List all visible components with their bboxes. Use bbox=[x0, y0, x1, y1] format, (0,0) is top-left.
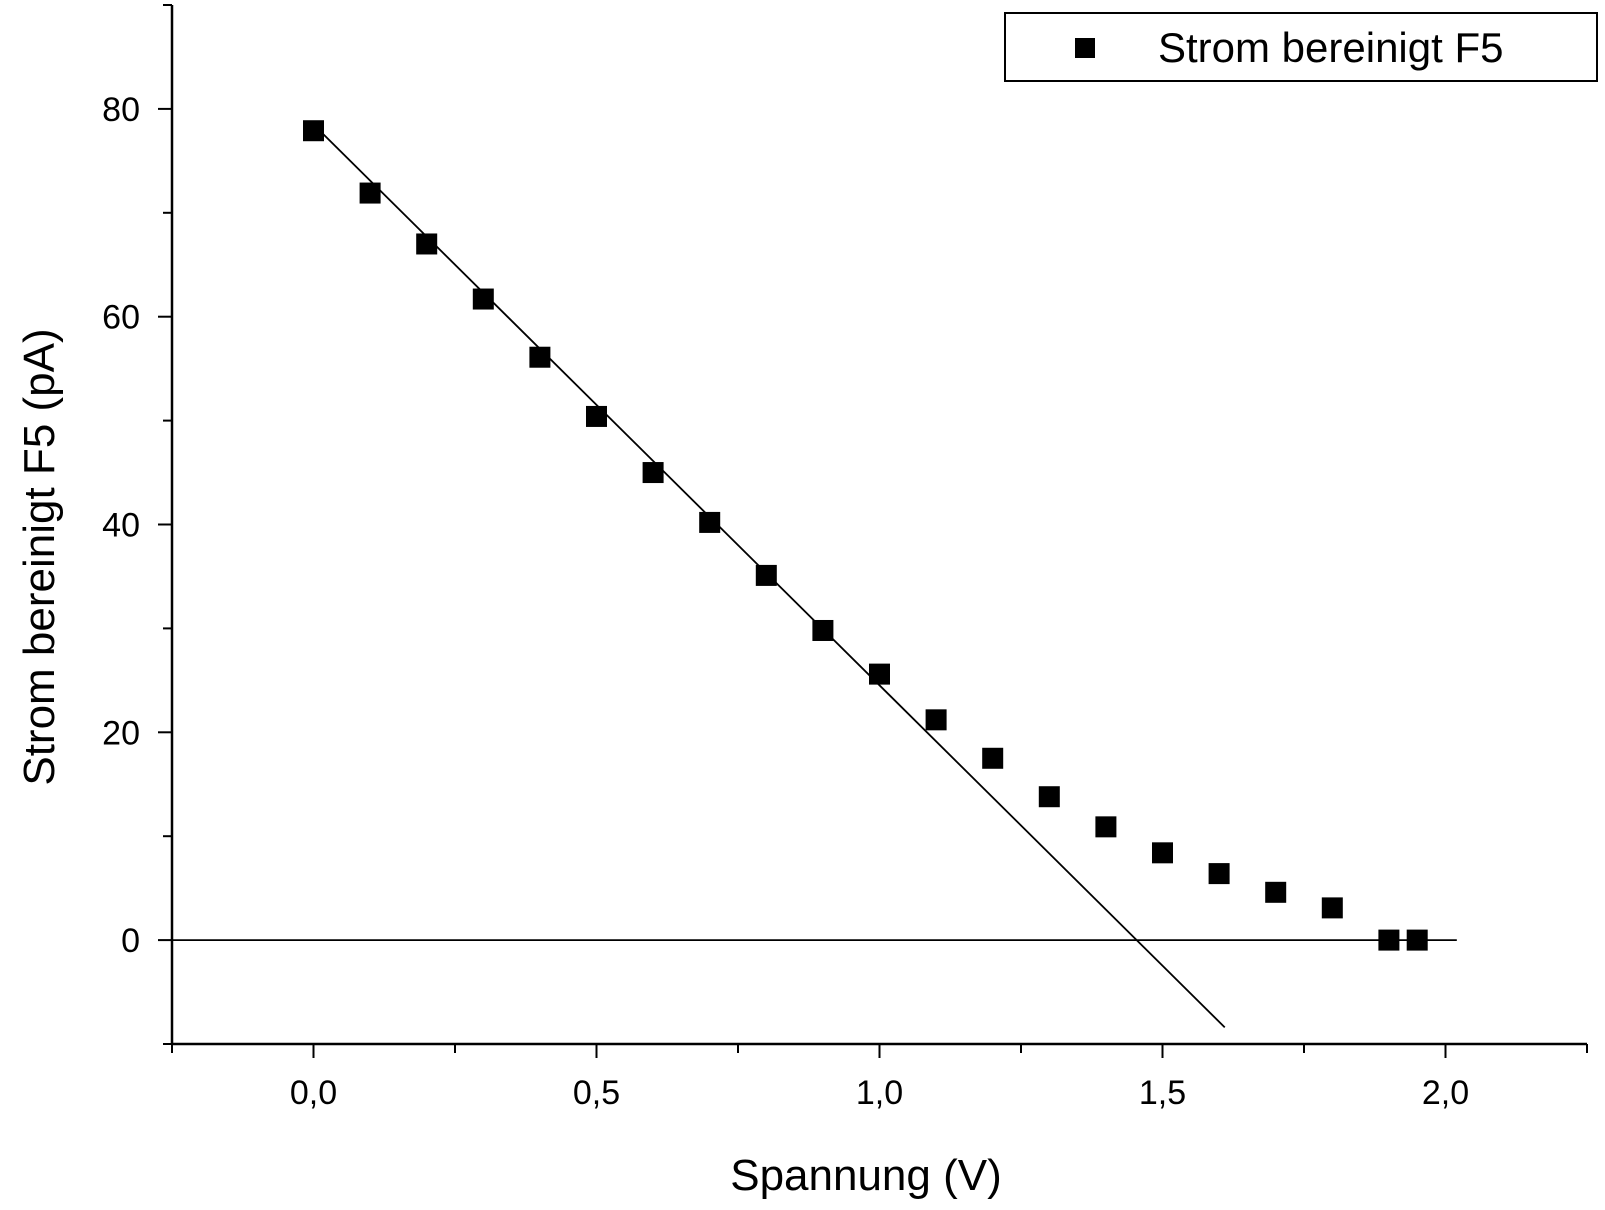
legend-box bbox=[1004, 12, 1598, 82]
data-point bbox=[359, 182, 381, 204]
data-point bbox=[1038, 786, 1060, 808]
y-tick-label: 0 bbox=[121, 922, 140, 960]
data-point bbox=[529, 346, 551, 368]
data-point bbox=[699, 511, 721, 533]
data-point bbox=[869, 663, 890, 685]
y-tick-label: 40 bbox=[102, 507, 140, 545]
data-point bbox=[1321, 897, 1343, 919]
x-tick-label: 2,0 bbox=[1422, 1074, 1469, 1112]
data-point bbox=[755, 564, 777, 586]
plot-lines bbox=[172, 123, 1457, 1029]
data-point bbox=[982, 747, 1004, 769]
data-point bbox=[1378, 929, 1400, 951]
data-point bbox=[1095, 816, 1117, 838]
data-point bbox=[642, 462, 664, 484]
x-axis-title: Spannung (V) bbox=[730, 1151, 1002, 1200]
tick-labels: 0,0 0,5 1,0 1,5 2,0 0 20 40 60 80 bbox=[102, 91, 1469, 1112]
legend: Strom bereinigt F5 bbox=[1004, 12, 1598, 82]
y-axis-title: Strom bereinigt F5 (pA) bbox=[15, 328, 64, 785]
data-point bbox=[1152, 842, 1173, 864]
legend-marker bbox=[1075, 38, 1095, 58]
x-tick-label: 1,0 bbox=[856, 1074, 903, 1112]
data-markers bbox=[303, 120, 1428, 951]
y-tick-label: 20 bbox=[102, 714, 140, 752]
x-tick-label: 1,5 bbox=[1139, 1074, 1186, 1112]
data-point bbox=[1208, 863, 1230, 885]
y-tick-label: 80 bbox=[102, 91, 140, 129]
data-point bbox=[1265, 881, 1287, 903]
data-point bbox=[416, 233, 438, 255]
data-point bbox=[812, 619, 834, 641]
legend-label: Strom bereinigt F5 bbox=[1158, 24, 1503, 71]
data-point bbox=[586, 405, 607, 427]
data-point bbox=[925, 709, 947, 731]
data-point bbox=[303, 120, 324, 142]
y-tick-label: 60 bbox=[102, 299, 140, 337]
data-point bbox=[1406, 929, 1428, 951]
axes bbox=[158, 4, 1588, 1058]
x-tick-label: 0,0 bbox=[290, 1074, 337, 1112]
data-point bbox=[472, 288, 494, 310]
x-tick-label: 0,5 bbox=[573, 1074, 620, 1112]
